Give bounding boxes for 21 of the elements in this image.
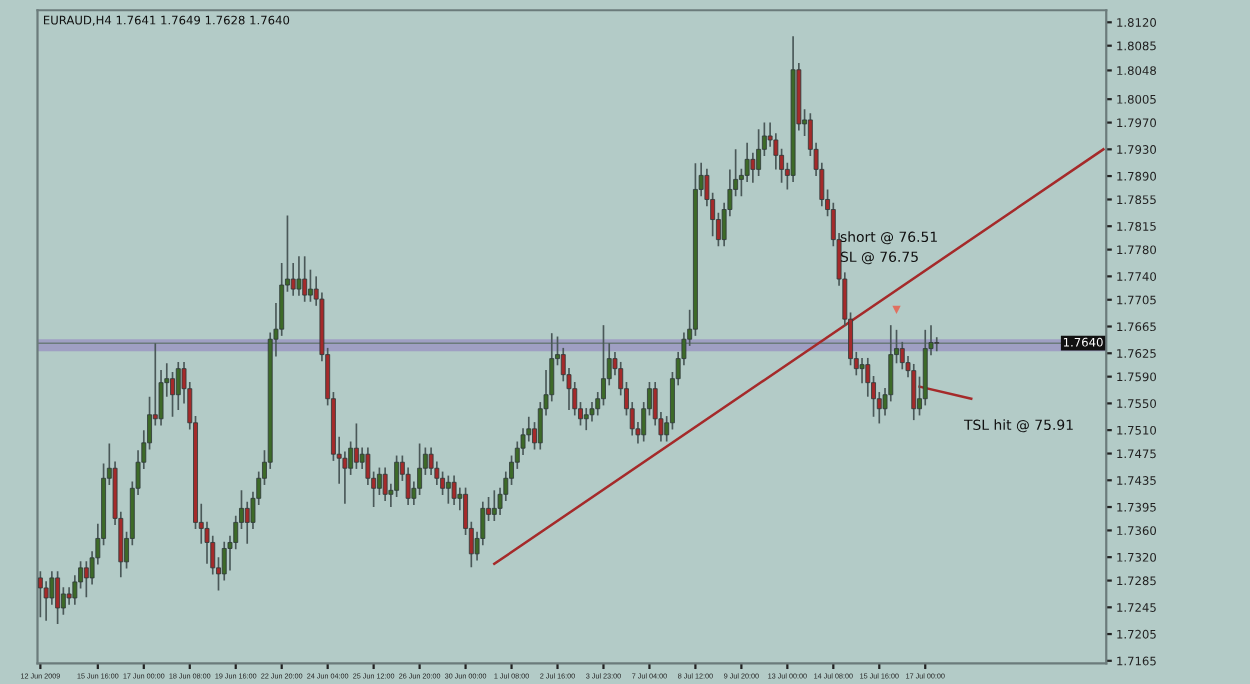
candlestick (601, 324, 606, 407)
candlestick (445, 474, 451, 505)
candlestick (308, 268, 313, 303)
candlestick (750, 151, 756, 184)
candlestick (583, 407, 589, 431)
candlestick (440, 470, 446, 496)
candlestick (37, 570, 43, 619)
candlestick (934, 336, 940, 353)
candlestick (170, 371, 175, 418)
candlestick (175, 361, 181, 411)
candlestick (859, 357, 865, 385)
candlestick (756, 128, 762, 177)
candlestick (296, 255, 302, 297)
candlestick (491, 489, 497, 522)
candlestick (55, 570, 61, 625)
candlestick (83, 560, 89, 599)
candlestick (302, 255, 308, 303)
candlestick (451, 474, 457, 506)
candlestick (353, 422, 359, 470)
candlestick (244, 500, 250, 545)
candlestick (382, 466, 388, 502)
